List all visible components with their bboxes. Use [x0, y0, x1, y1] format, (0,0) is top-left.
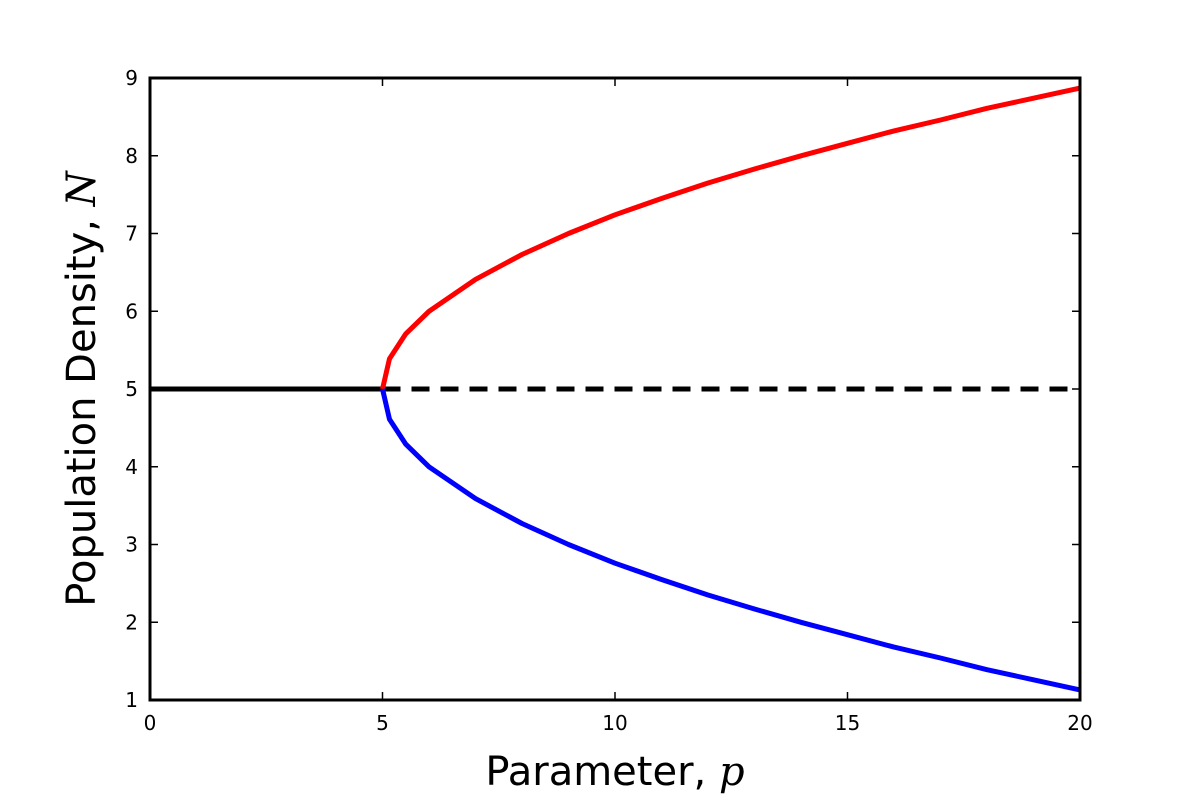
y-tick-label: 4: [125, 455, 138, 479]
x-axis-label-text: Parameter,: [485, 749, 706, 795]
x-tick-label: 10: [602, 711, 627, 735]
y-axis-label-text: Population Density,: [59, 219, 105, 607]
lower-branch-line: [380, 388, 1081, 693]
x-axis-label-variable: p: [719, 749, 745, 795]
y-tick-label: 5: [125, 377, 138, 401]
y-tick-label: 8: [125, 144, 138, 168]
ticks-layer: 0 5 10 15 20 1 2 3 4 5 6 7 8 9: [125, 66, 1092, 735]
y-tick-label: 2: [125, 610, 138, 634]
upper-branch-line: [380, 85, 1081, 390]
y-axis-label: Population Density, N: [59, 169, 105, 606]
x-tick-label: 15: [835, 711, 860, 735]
y-tick-label: 1: [125, 688, 138, 712]
y-tick-label: 3: [125, 533, 138, 557]
plot-frame: [148, 76, 1082, 702]
series-layer: [150, 85, 1081, 693]
x-tick-label: 5: [376, 711, 389, 735]
x-tick-label: 0: [144, 711, 157, 735]
y-axis-label-variable: N: [59, 169, 105, 207]
x-tick-label: 20: [1067, 711, 1092, 735]
y-tick-label: 9: [125, 66, 138, 90]
y-tick-label: 7: [125, 222, 138, 246]
x-axis-label: Parameter, p: [485, 749, 744, 795]
y-tick-label: 6: [125, 299, 138, 323]
